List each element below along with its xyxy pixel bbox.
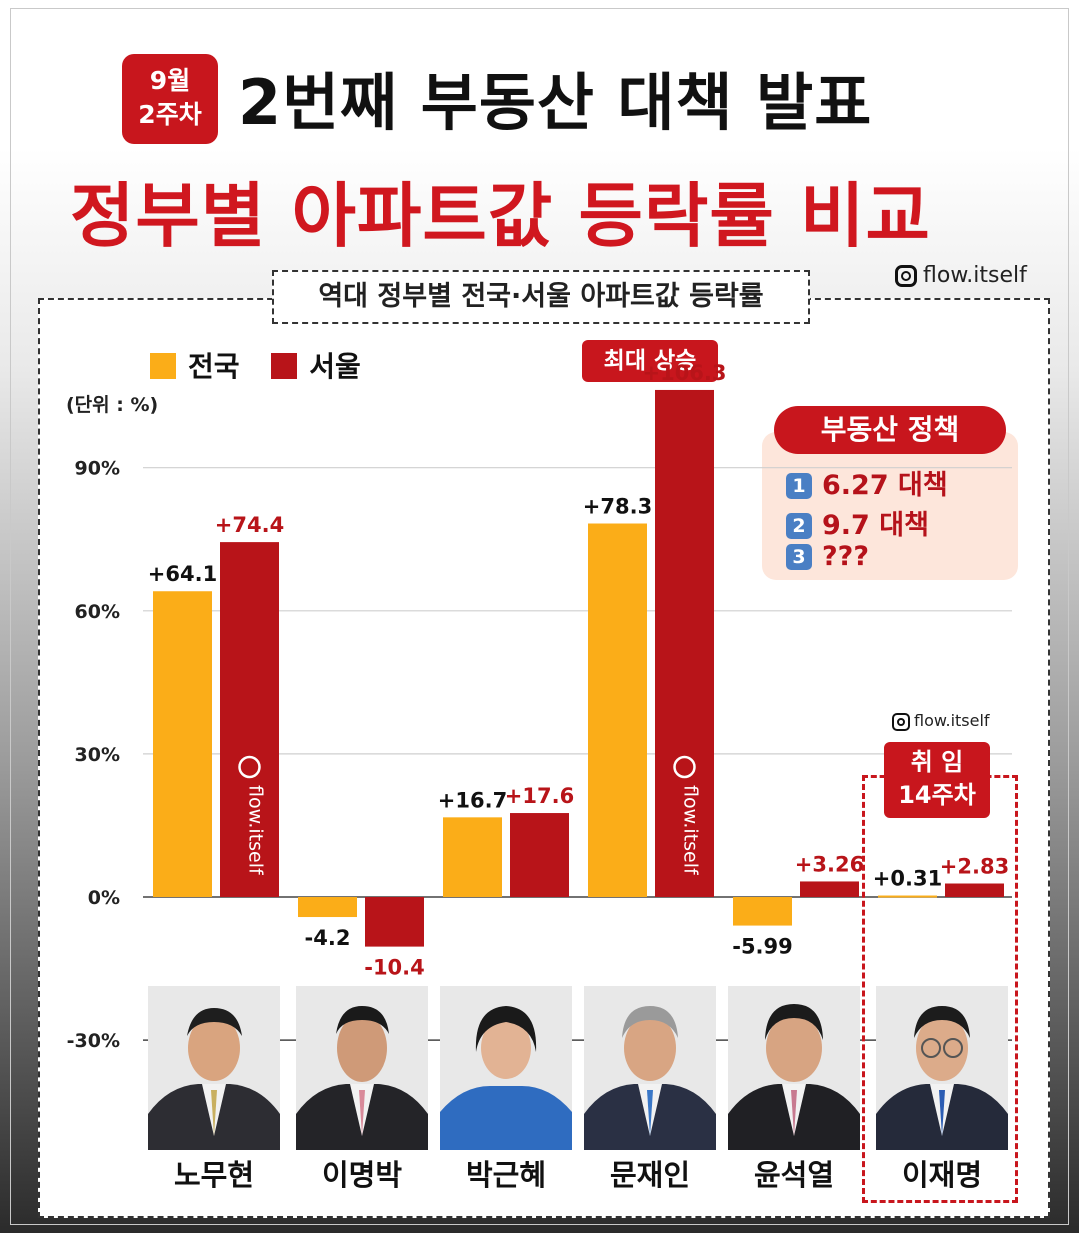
data-label: +2.83 [940,855,1009,879]
portrait-avatar [296,986,428,1150]
data-label: -10.4 [364,956,425,980]
legend-label-seoul: 서울 [309,350,361,383]
bar-seoul [655,389,714,897]
number-3-icon: 3 [786,544,812,570]
watermark-credit: flow.itself [680,785,702,876]
instagram-icon [892,712,910,731]
data-label: +16.7 [438,788,507,812]
portrait-avatar [876,986,1008,1150]
policy-item-text: 9.7 대책 [822,510,929,541]
data-label: +0.31 [873,867,942,891]
bar-seoul [800,881,859,897]
bar-seoul [365,897,424,947]
policy-item-text: ??? [822,541,869,572]
chart-title: 역대 정부별 전국·서울 아파트값 등락률 [272,270,810,324]
data-label: +78.3 [583,495,652,519]
data-label: +64.1 [148,562,217,586]
instagram-icon [895,265,917,287]
president-name: 이재명 [901,1158,983,1192]
instagram-icon [238,755,261,779]
unit-label: (단위 : %) [66,394,159,416]
president-name: 박근혜 [465,1158,547,1192]
page-subtitle: 정부별 아파트값 등락률 비교 [70,175,931,257]
legend-item-national: 전국 [150,350,240,383]
bar-national [153,591,212,897]
bar-national [878,895,937,898]
y-tick-label: 0% [88,887,120,909]
watermark-credit: flow.itself [245,785,267,876]
legend-swatch-national [150,353,176,379]
credit-top: flow.itself [895,263,1027,288]
week-badge-week: 2주차 [138,100,202,129]
data-label: +106.3 [642,361,726,385]
legend-item-seoul: 서울 [271,350,361,383]
policy-title: 부동산 정책 [774,406,1006,454]
data-label: +3.26 [795,852,864,876]
week-badge: 9월 2주차 [122,54,218,144]
credit-small: flow.itself [892,711,990,731]
y-tick-label: 60% [75,601,120,623]
term-badge-line2: 14주차 [898,781,976,809]
term-badge: 취 임 14주차 [884,742,990,818]
credit-text: flow.itself [914,711,990,730]
instagram-icon [673,755,696,779]
bar-seoul [510,813,569,897]
number-2-icon: 2 [786,513,812,539]
term-badge-line1: 취 임 [910,748,964,776]
max-rise-badge: 최대 상승 [582,340,718,382]
legend-label-national: 전국 [188,350,240,383]
portrait-avatar [584,986,716,1150]
page-title: 2번째 부동산 대책 발표 [238,66,873,139]
president-name: 이명박 [321,1158,403,1192]
policy-item: 2 9.7 대책 [786,503,929,542]
data-label: +74.4 [215,513,284,537]
policy-item-text: 6.27 대책 [822,470,948,501]
bar-seoul [220,542,279,897]
bar-national [733,897,792,926]
week-badge-month: 9월 [149,66,191,95]
bar-national [298,897,357,918]
y-tick-label: 90% [75,458,120,480]
y-tick-label: 30% [75,744,120,766]
outer-frame [10,8,1069,1225]
legend-swatch-seoul [271,353,298,379]
credit-text: flow.itself [923,263,1027,288]
policy-item: 1 6.27 대책 [786,463,948,502]
president-name: 노무현 [173,1158,255,1192]
president-name: 문재인 [609,1158,691,1192]
portrait-avatar [440,986,572,1150]
portrait-avatar [148,986,280,1150]
chart-legend: 전국 서울 [150,345,383,385]
data-label: +17.6 [505,784,574,808]
data-label: -4.2 [305,926,351,950]
policy-item: 3??? [786,541,869,572]
bar-seoul [945,883,1004,897]
bar-national [588,523,647,897]
data-label: -5.99 [732,935,793,959]
president-name: 윤석열 [753,1158,835,1192]
bar-national [443,817,502,897]
portrait-avatar [728,986,860,1150]
number-1-icon: 1 [786,473,812,499]
y-tick-label: -30% [67,1030,120,1052]
